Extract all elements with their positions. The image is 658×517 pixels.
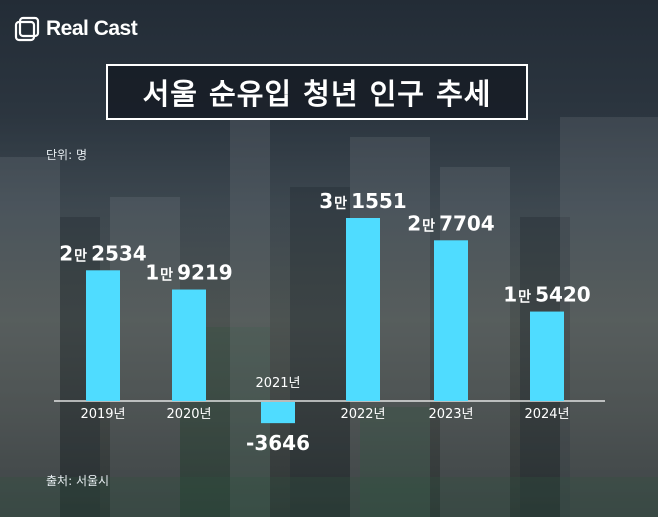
bar-4 <box>346 218 380 401</box>
category-label: 2022년 <box>340 407 385 422</box>
category-label: 2024년 <box>524 407 569 422</box>
realcast-logo-icon <box>14 16 40 42</box>
bar-2 <box>172 289 206 401</box>
value-label: 2만 7704 <box>407 211 494 235</box>
category-label: 2020년 <box>166 407 211 422</box>
value-label: -3646 <box>246 431 310 455</box>
bar-1 <box>86 270 120 401</box>
category-label: 2019년 <box>80 407 125 422</box>
chart-title: 서울 순유입 청년 인구 추세 <box>142 77 492 111</box>
unit-note: 단위: 명 <box>46 148 87 162</box>
value-label: 2만 2534 <box>59 241 146 265</box>
value-label: 1만 5420 <box>503 283 590 307</box>
bar-3 <box>261 402 295 424</box>
source-note: 출처: 서울시 <box>46 474 110 488</box>
bar-5 <box>434 240 468 401</box>
value-label: 3만 1551 <box>319 189 406 213</box>
category-label: 2023년 <box>428 407 473 422</box>
brand-name: Real Cast <box>46 17 138 40</box>
value-label: 1만 9219 <box>145 261 232 285</box>
bar-6 <box>530 311 564 401</box>
category-label: 2021년 <box>255 376 300 391</box>
title-box: 서울 순유입 청년 인구 추세 <box>106 64 528 120</box>
brand-logo: Real Cast <box>14 16 138 42</box>
